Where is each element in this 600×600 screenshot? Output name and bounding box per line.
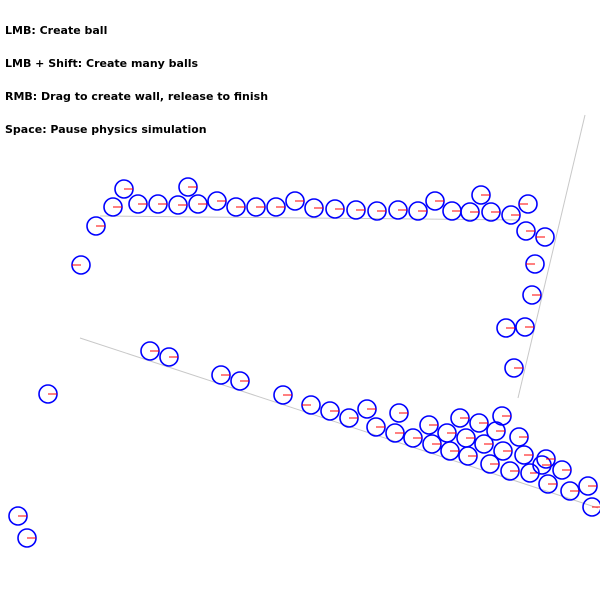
ball [103,197,123,217]
ball [325,199,345,219]
ball [525,254,545,274]
ball [450,408,470,428]
help-line-create-ball: LMB: Create ball [5,24,108,37]
ball [493,441,513,461]
ball [560,481,580,501]
ball [522,285,542,305]
ball [71,255,91,275]
ball [408,201,428,221]
ball [211,365,231,385]
ball [509,427,529,447]
ball [285,191,305,211]
ball [128,194,148,214]
ball [38,384,58,404]
ball [17,528,37,548]
ball [474,434,494,454]
balls-layer [8,177,600,548]
wall-line [517,114,586,399]
ball-icon [582,497,600,517]
ball [389,403,409,423]
ball [207,191,227,211]
help-line-create-wall: RMB: Drag to create wall, release to fin… [5,90,269,103]
ball [8,506,28,526]
ball [304,198,324,218]
ball [514,445,534,465]
ball [168,195,188,215]
ball [367,201,387,221]
ball [538,474,558,494]
ball [246,197,266,217]
ball [148,194,168,214]
ball [501,205,521,225]
ball [422,434,442,454]
ball [518,194,538,214]
controls-help: LMB: Create ball LMB + Shift: Create man… [5,3,268,146]
ball [520,463,540,483]
ball [582,497,600,517]
ball [140,341,160,361]
ball [346,200,366,220]
ball [535,227,555,247]
ball [388,200,408,220]
ball [385,423,405,443]
ball [366,417,386,437]
ball [500,461,520,481]
ball [480,454,500,474]
ball [515,317,535,337]
ball [460,202,480,222]
ball [226,197,246,217]
ball [425,191,445,211]
ball [469,413,489,433]
ball [440,441,460,461]
ball [458,446,478,466]
ball [266,197,286,217]
ball [301,395,321,415]
help-line-pause: Space: Pause physics simulation [5,123,207,136]
ball [437,423,457,443]
ball [456,428,476,448]
ball [403,428,423,448]
ball [419,415,439,435]
ball [114,179,134,199]
ball [357,399,377,419]
ball [504,358,524,378]
ball [471,185,491,205]
ball [273,385,293,405]
wall-line [79,337,599,509]
ball [159,347,179,367]
walls-layer [79,114,599,509]
ball [442,201,462,221]
ball [320,401,340,421]
ball [230,371,250,391]
ball [516,221,536,241]
ball [188,194,208,214]
ball [536,449,556,469]
ball [492,406,512,426]
ball [532,455,552,475]
ball [496,318,516,338]
ball [481,202,501,222]
help-line-create-many-balls: LMB + Shift: Create many balls [5,57,199,70]
ball [339,408,359,428]
ball [552,460,572,480]
ball [178,177,198,197]
ball [86,216,106,236]
ball [578,476,598,496]
